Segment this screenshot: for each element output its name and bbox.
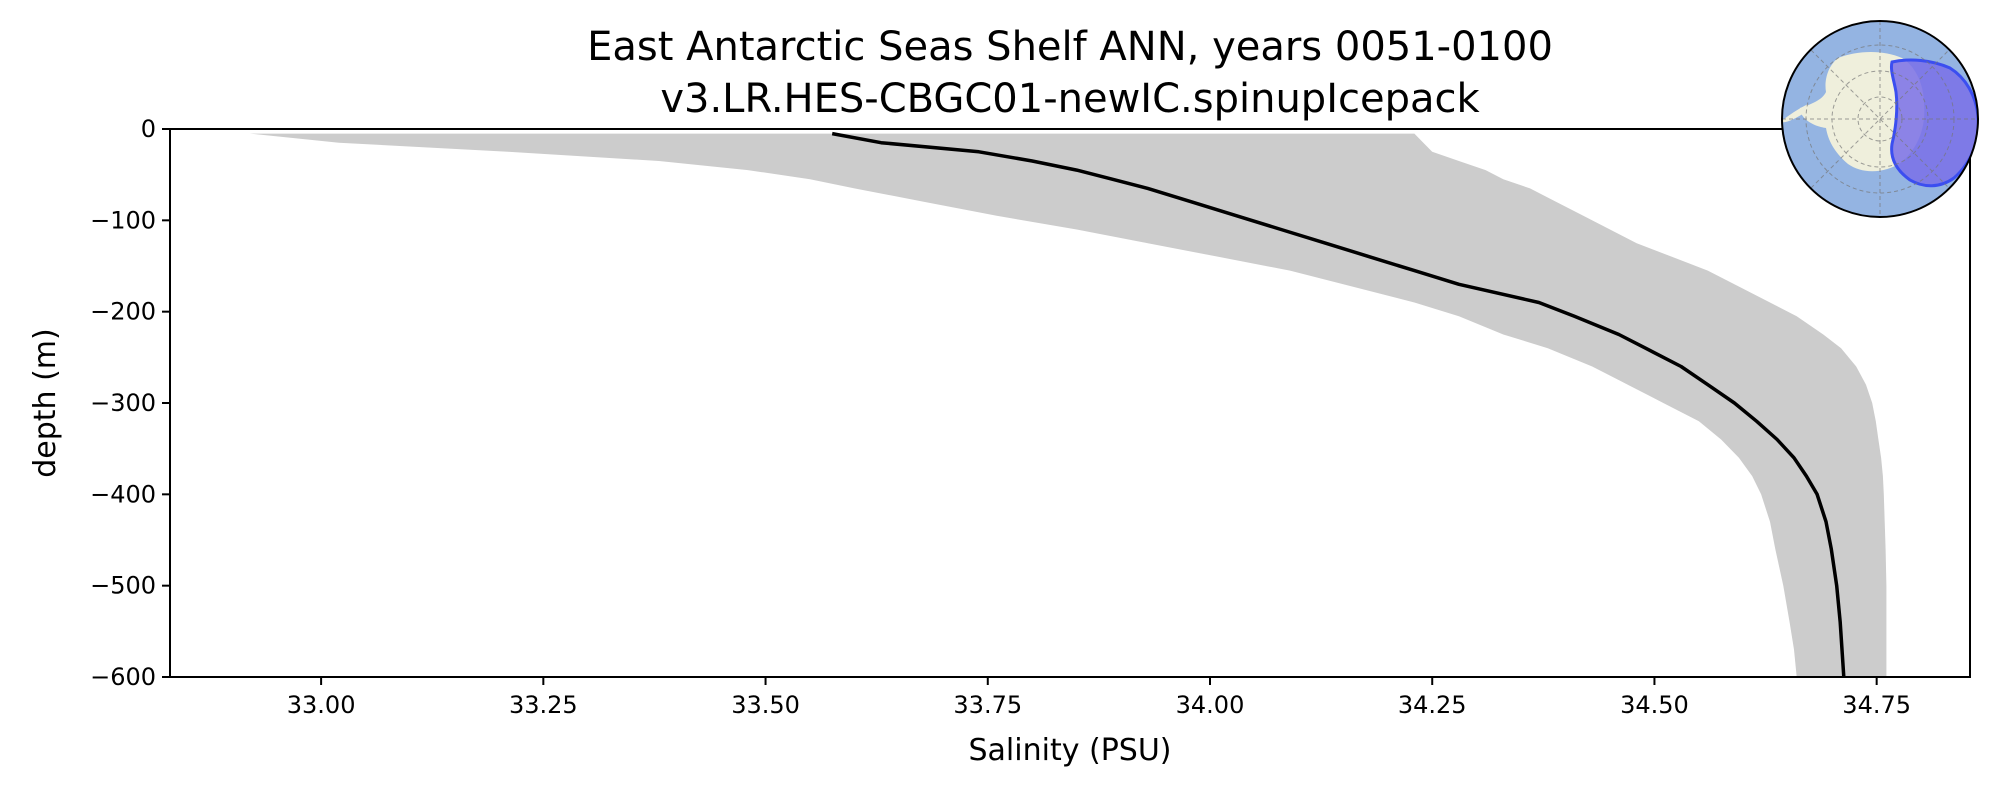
y-tick-label: −100 [90, 206, 156, 234]
antarctic-peninsula [1782, 104, 1808, 123]
x-tick-label: 33.00 [287, 691, 356, 719]
x-tick-label: 34.25 [1398, 691, 1467, 719]
x-tick-label: 34.00 [1176, 691, 1245, 719]
range-band-layer [250, 133, 1887, 678]
y-tick-label: −600 [90, 663, 156, 691]
y-tick-label: −300 [90, 389, 156, 417]
region-inset-map [1781, 20, 1979, 218]
x-tick-label: 34.75 [1842, 691, 1911, 719]
x-axis-ticks: 33.00 33.25 33.50 33.75 34.00 34.25 34.50 34.75 [287, 677, 1911, 719]
globe-outline [1781, 20, 1979, 218]
x-axis-label: Salinity (PSU) [969, 733, 1172, 768]
chart-title: East Antarctic Seas Shelf ANN, years 005… [587, 24, 1553, 70]
y-tick-label: 0 [141, 115, 156, 143]
range-band [250, 133, 1887, 678]
y-axis-label: depth (m) [28, 328, 63, 478]
y-tick-label: −500 [90, 572, 156, 600]
graticule [1782, 21, 1978, 217]
x-tick-label: 34.50 [1620, 691, 1689, 719]
x-tick-label: 33.75 [953, 691, 1022, 719]
x-tick-label: 33.25 [509, 691, 578, 719]
chart-subtitle: v3.LR.HES-CBGC01-newIC.spinupIcepack [660, 76, 1480, 122]
mean-salinity-line [831, 131, 1846, 678]
east-antarctic-shelf-region [1890, 58, 1978, 188]
y-axis-ticks: 0 −100 −200 −300 −400 −500 −600 [90, 115, 170, 691]
y-tick-label: −200 [90, 298, 156, 326]
series-line-layer [831, 131, 1846, 678]
y-tick-label: −400 [90, 480, 156, 508]
x-tick-label: 33.50 [731, 691, 800, 719]
